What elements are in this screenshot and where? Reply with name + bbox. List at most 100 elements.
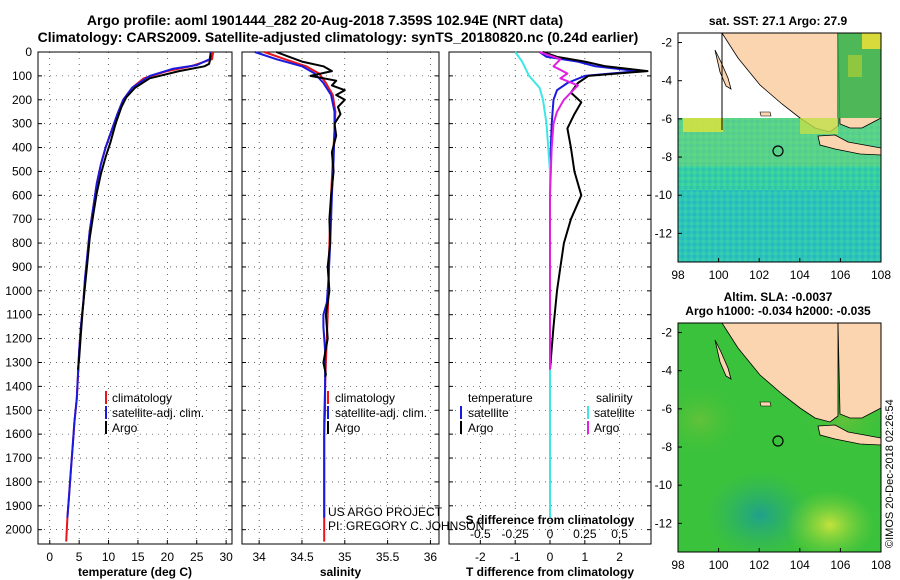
series-line-argo [77,53,212,370]
x-tick-label: 35.5 [376,550,400,564]
y-tick-label: 200 [12,93,32,107]
diff-legend-temperature-head: temperature [468,391,533,405]
x-top-tick-label: 0.5 [611,527,628,541]
x-axis-label: temperature (deg C) [78,565,192,579]
temperature-legend-climatology: climatology [112,391,172,405]
map-lat-label: -12 [655,516,673,530]
x-tick-label: -1 [510,550,521,564]
map-lon-label: 98 [671,268,685,282]
map-lon-label: 102 [749,558,769,572]
difference-panel: -2 -1 0 1 2T difference from climatology S di… [448,51,652,579]
salinity-legend-satellite: satellite-adj. clim. [335,406,427,420]
x-axis-label: salinity [320,565,362,579]
map-lat-label: -8 [661,440,672,454]
sla-sumatra-landmass [678,323,839,423]
x-top-tick-label: 0 [547,527,554,541]
pi-credit: PI: GREGORY C. JOHNSON [328,519,484,533]
y-tick-label: 1200 [5,332,32,346]
y-tick-label: 1300 [5,355,32,369]
series-line-argo [275,51,346,378]
sla-java-landmass [817,424,881,446]
figure-title: Argo profile: aoml 1901444_282 20-Aug-20… [87,12,563,28]
x-tick-label: 35 [338,550,352,564]
temperature-legend: climatology satellite-adj. clim. Argo [105,391,204,435]
project-credit: US ARGO PROJECT [328,505,443,519]
map-lat-label: -6 [661,112,672,126]
diff-legend-temperature-argo: Argo [468,421,494,435]
x-tick-label: 30 [219,550,233,564]
figure-subtitle: Climatology: CARS2009. Satellite-adjuste… [38,29,639,45]
x-tick-label: 25 [190,550,204,564]
temperature-legend-argo: Argo [112,421,138,435]
map-lat-label: -4 [661,74,672,88]
sla-map-subtitle: Argo h1000: -0.034 h2000: -0.035 [685,304,871,318]
y-tick-label: 1800 [5,475,32,489]
x-tick-label: 1 [581,550,588,564]
y-tick-label: 1900 [5,499,32,513]
y-tick-label: 1500 [5,403,32,417]
y-tick-label: 600 [12,188,32,202]
map-lat-label: -2 [661,326,672,340]
map-lon-label: 106 [830,558,850,572]
sla-argo-location-marker [772,435,784,447]
diff-legend-salinity-argo: Argo [594,421,620,435]
plot-frame [37,51,233,545]
x-tick-label: 34 [252,550,266,564]
x-tick-label: -2 [475,550,486,564]
diff-legend-temperature-satellite: satellite [468,406,509,420]
x-tick-label: 0 [46,550,53,564]
sla-borneo-landmass [837,323,881,419]
imos-watermark: ©IMOS 20-Dec-2018 02:26:54 [884,399,896,548]
y-tick-label: 300 [12,117,32,131]
sla-map-title: Altim. SLA: -0.0037 [724,290,833,304]
x-tick-label: 5 [76,550,83,564]
sst-map-frame [677,32,882,263]
map-lat-label: -4 [661,364,672,378]
map-lon-label: 108 [871,558,891,572]
map-lat-label: -8 [661,150,672,164]
series-line-satellite-adj-clim- [66,51,212,518]
map-lon-label: 106 [830,268,850,282]
x-tick-label: 2 [616,550,623,564]
y-tick-label: 2000 [5,523,32,537]
y-tick-label: 1000 [5,284,32,298]
salinity-legend-climatology: climatology [335,391,395,405]
x-axis-label: T difference from climatology [466,565,634,579]
sla-map: Altim. SLA: -0.0037 Argo h1000: -0.034 h… [655,290,892,572]
sla-map-frame [677,322,882,553]
map-lon-label: 102 [749,268,769,282]
y-tick-label: 0 [25,45,32,59]
salinity-panel: 34 34.5 35 35.5 36 salinity [241,51,440,579]
y-tick-label: 1600 [5,427,32,441]
y-tick-label: 1700 [5,451,32,465]
x-axis-label-top: S difference from climatology [466,513,635,527]
x-top-tick-label: -0.25 [501,527,529,541]
diff-legend-salinity-head: salinity [596,391,633,405]
x-tick-label: 0 [547,550,554,564]
y-tick-label: 900 [12,260,32,274]
temperature-panel: 0100200300400500600700800900100011001200… [5,45,233,579]
map-lat-label: -12 [655,226,673,240]
y-tick-label: 700 [12,212,32,226]
x-tick-label: 20 [161,550,175,564]
map-lon-label: 98 [671,558,685,572]
salinity-legend: climatology satellite-adj. clim. Argo [327,391,427,435]
y-tick-label: 100 [12,69,32,83]
x-top-tick-label: 0.25 [573,527,597,541]
map-lon-label: 108 [871,268,891,282]
x-tick-label: 36 [424,550,438,564]
map-lat-label: -2 [661,36,672,50]
series-line-salinity-argo [539,51,579,370]
java-landmass [817,134,881,156]
map-lon-label: 100 [709,268,729,282]
y-tick-label: 400 [12,141,32,155]
y-tick-label: 500 [12,164,32,178]
y-tick-label: 1400 [5,379,32,393]
map-lat-label: -10 [655,478,673,492]
x-tick-label: 10 [102,550,116,564]
x-tick-label: 15 [131,550,145,564]
map-lat-label: -6 [661,402,672,416]
y-tick-label: 800 [12,236,32,250]
x-top-tick-label: -0.5 [470,527,491,541]
